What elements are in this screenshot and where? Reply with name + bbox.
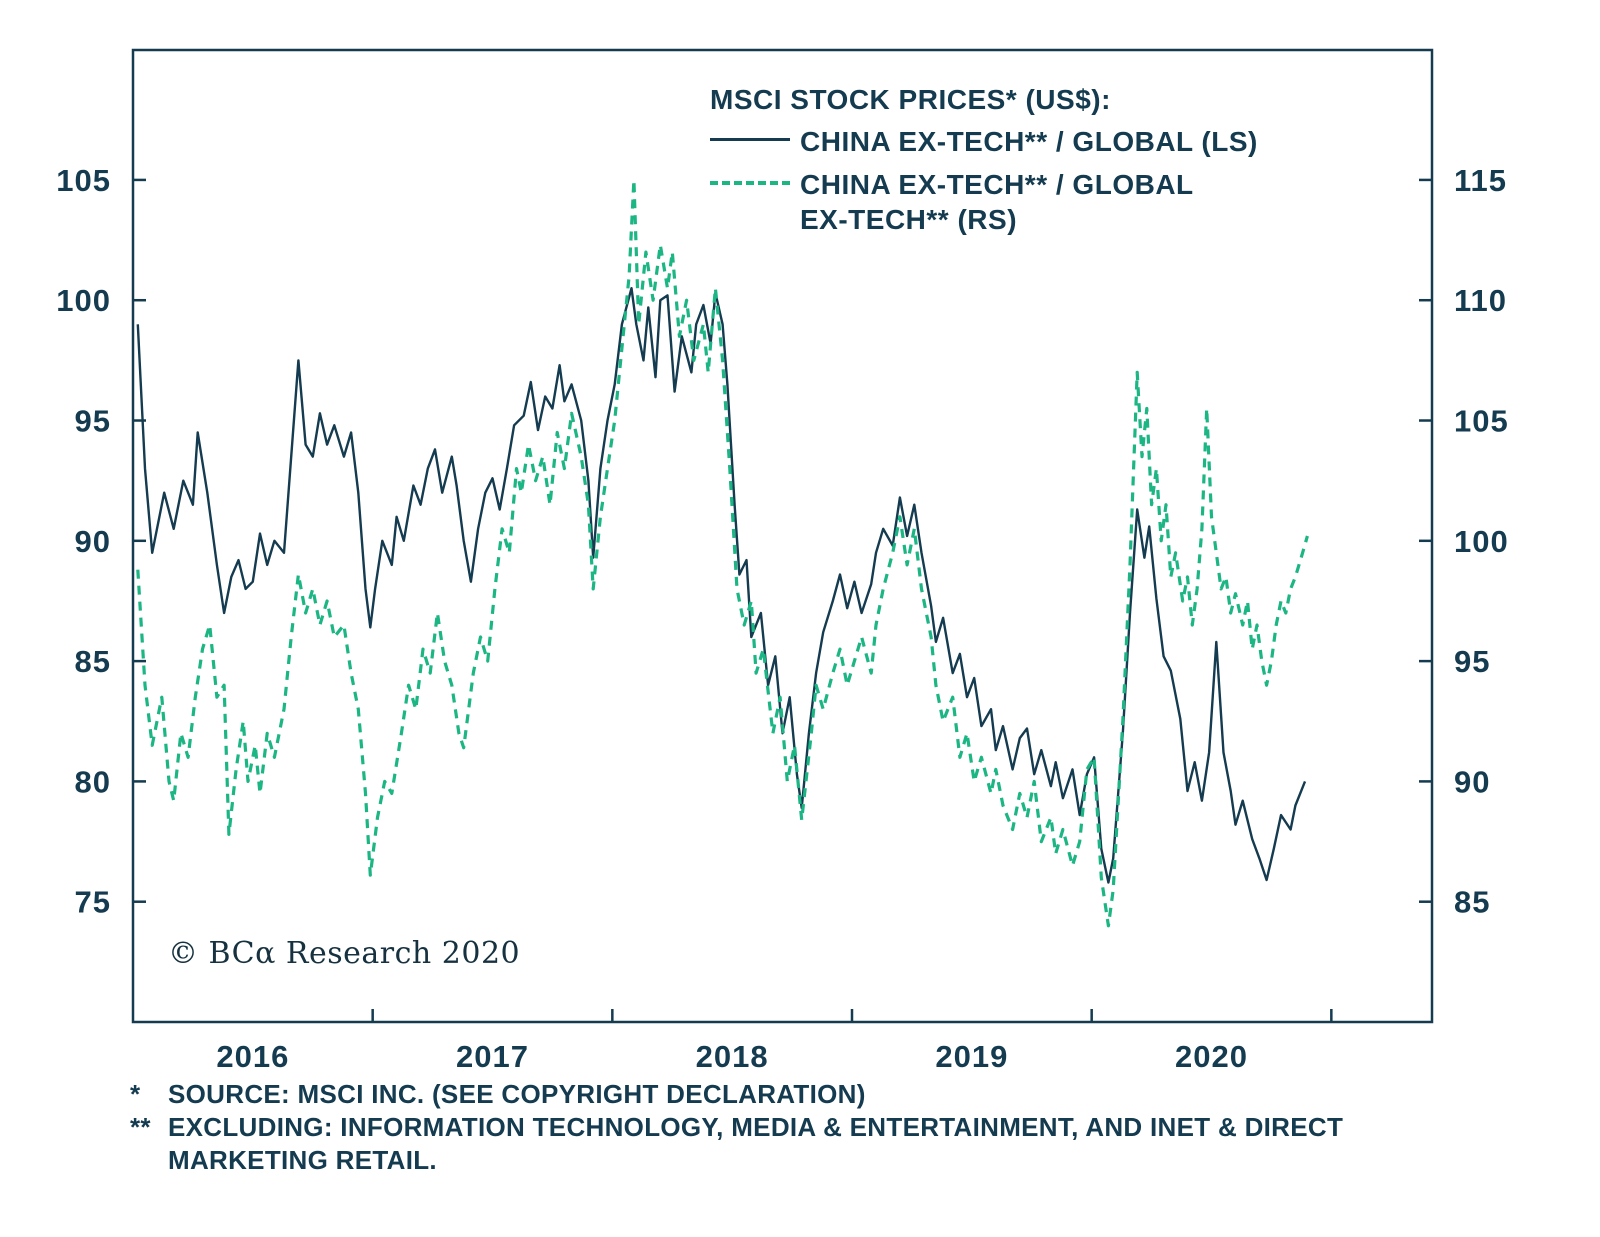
dashed-line-sample-icon (710, 181, 790, 185)
right-axis-tick-label: 115 (1454, 163, 1507, 198)
legend-label-rs-line1: CHINA EX-TECH** / GLOBAL (800, 169, 1194, 200)
footnote-excluding: ** EXCLUDING: INFORMATION TECHNOLOGY, ME… (130, 1111, 1343, 1144)
right-axis-tick-label: 105 (1454, 404, 1509, 439)
footnote-text: MARKETING RETAIL. (168, 1144, 437, 1175)
chart-title: MSCI STOCK PRICES* (US$): (710, 84, 1111, 115)
right-axis-tick-label: 100 (1454, 524, 1509, 559)
right-axis-tick-label: 85 (1454, 885, 1490, 920)
x-axis-year-label: 2018 (696, 1039, 769, 1074)
legend-label-rs-line2: EX-TECH** (RS) (800, 204, 1018, 235)
footnote-text: SOURCE: MSCI INC. (SEE COPYRIGHT DECLARA… (168, 1079, 866, 1109)
footnote-marker: * (130, 1079, 141, 1109)
x-axis-year-label: 2016 (216, 1039, 289, 1074)
chart-legend: MSCI STOCK PRICES* (US$): CHINA EX-TECH*… (710, 84, 1258, 237)
left-axis-tick-label: 75 (75, 885, 111, 920)
left-axis-tick-label: 85 (75, 644, 111, 679)
left-axis-tick-label: 100 (56, 283, 111, 318)
footnote-source: * SOURCE: MSCI INC. (SEE COPYRIGHT DECLA… (130, 1078, 1343, 1111)
right-axis-tick-label: 110 (1454, 283, 1507, 318)
series-line-china-ex-tech-vs-global-ex-tech-rs (136, 178, 1309, 928)
legend-item-ls: CHINA EX-TECH** / GLOBAL (LS) (710, 124, 1258, 159)
series-line-china-ex-tech-vs-global-ls (136, 287, 1307, 884)
x-axis-year-label: 2020 (1175, 1039, 1248, 1074)
legend-label-ls: CHINA EX-TECH** / GLOBAL (LS) (800, 126, 1258, 157)
plot-frame (131, 48, 1434, 1024)
left-axis-tick-label: 80 (75, 764, 111, 799)
right-axis-tick-label: 90 (1454, 764, 1490, 799)
left-axis-tick-label: 95 (75, 404, 111, 439)
left-axis-tick-label: 105 (56, 163, 111, 198)
footnote-marker: ** (130, 1111, 151, 1142)
x-axis-year-label: 2019 (935, 1039, 1008, 1074)
footnote-marker (130, 1144, 168, 1177)
footnote-excluding-cont: MARKETING RETAIL. (130, 1144, 1343, 1177)
legend-label-rs: CHINA EX-TECH** / GLOBAL EX-TECH** (RS) (800, 167, 1194, 237)
footnotes: * SOURCE: MSCI INC. (SEE COPYRIGHT DECLA… (130, 1078, 1343, 1176)
left-axis-tick-label: 90 (75, 524, 111, 559)
solid-line-sample-icon (710, 138, 790, 141)
x-axis-year-label: 2017 (456, 1039, 529, 1074)
footnote-text: EXCLUDING: INFORMATION TECHNOLOGY, MEDIA… (168, 1111, 1344, 1142)
copyright-note: © BCα Research 2020 (168, 936, 521, 971)
legend-item-rs: CHINA EX-TECH** / GLOBAL EX-TECH** (RS) (710, 167, 1258, 237)
right-axis-tick-label: 95 (1454, 644, 1490, 679)
